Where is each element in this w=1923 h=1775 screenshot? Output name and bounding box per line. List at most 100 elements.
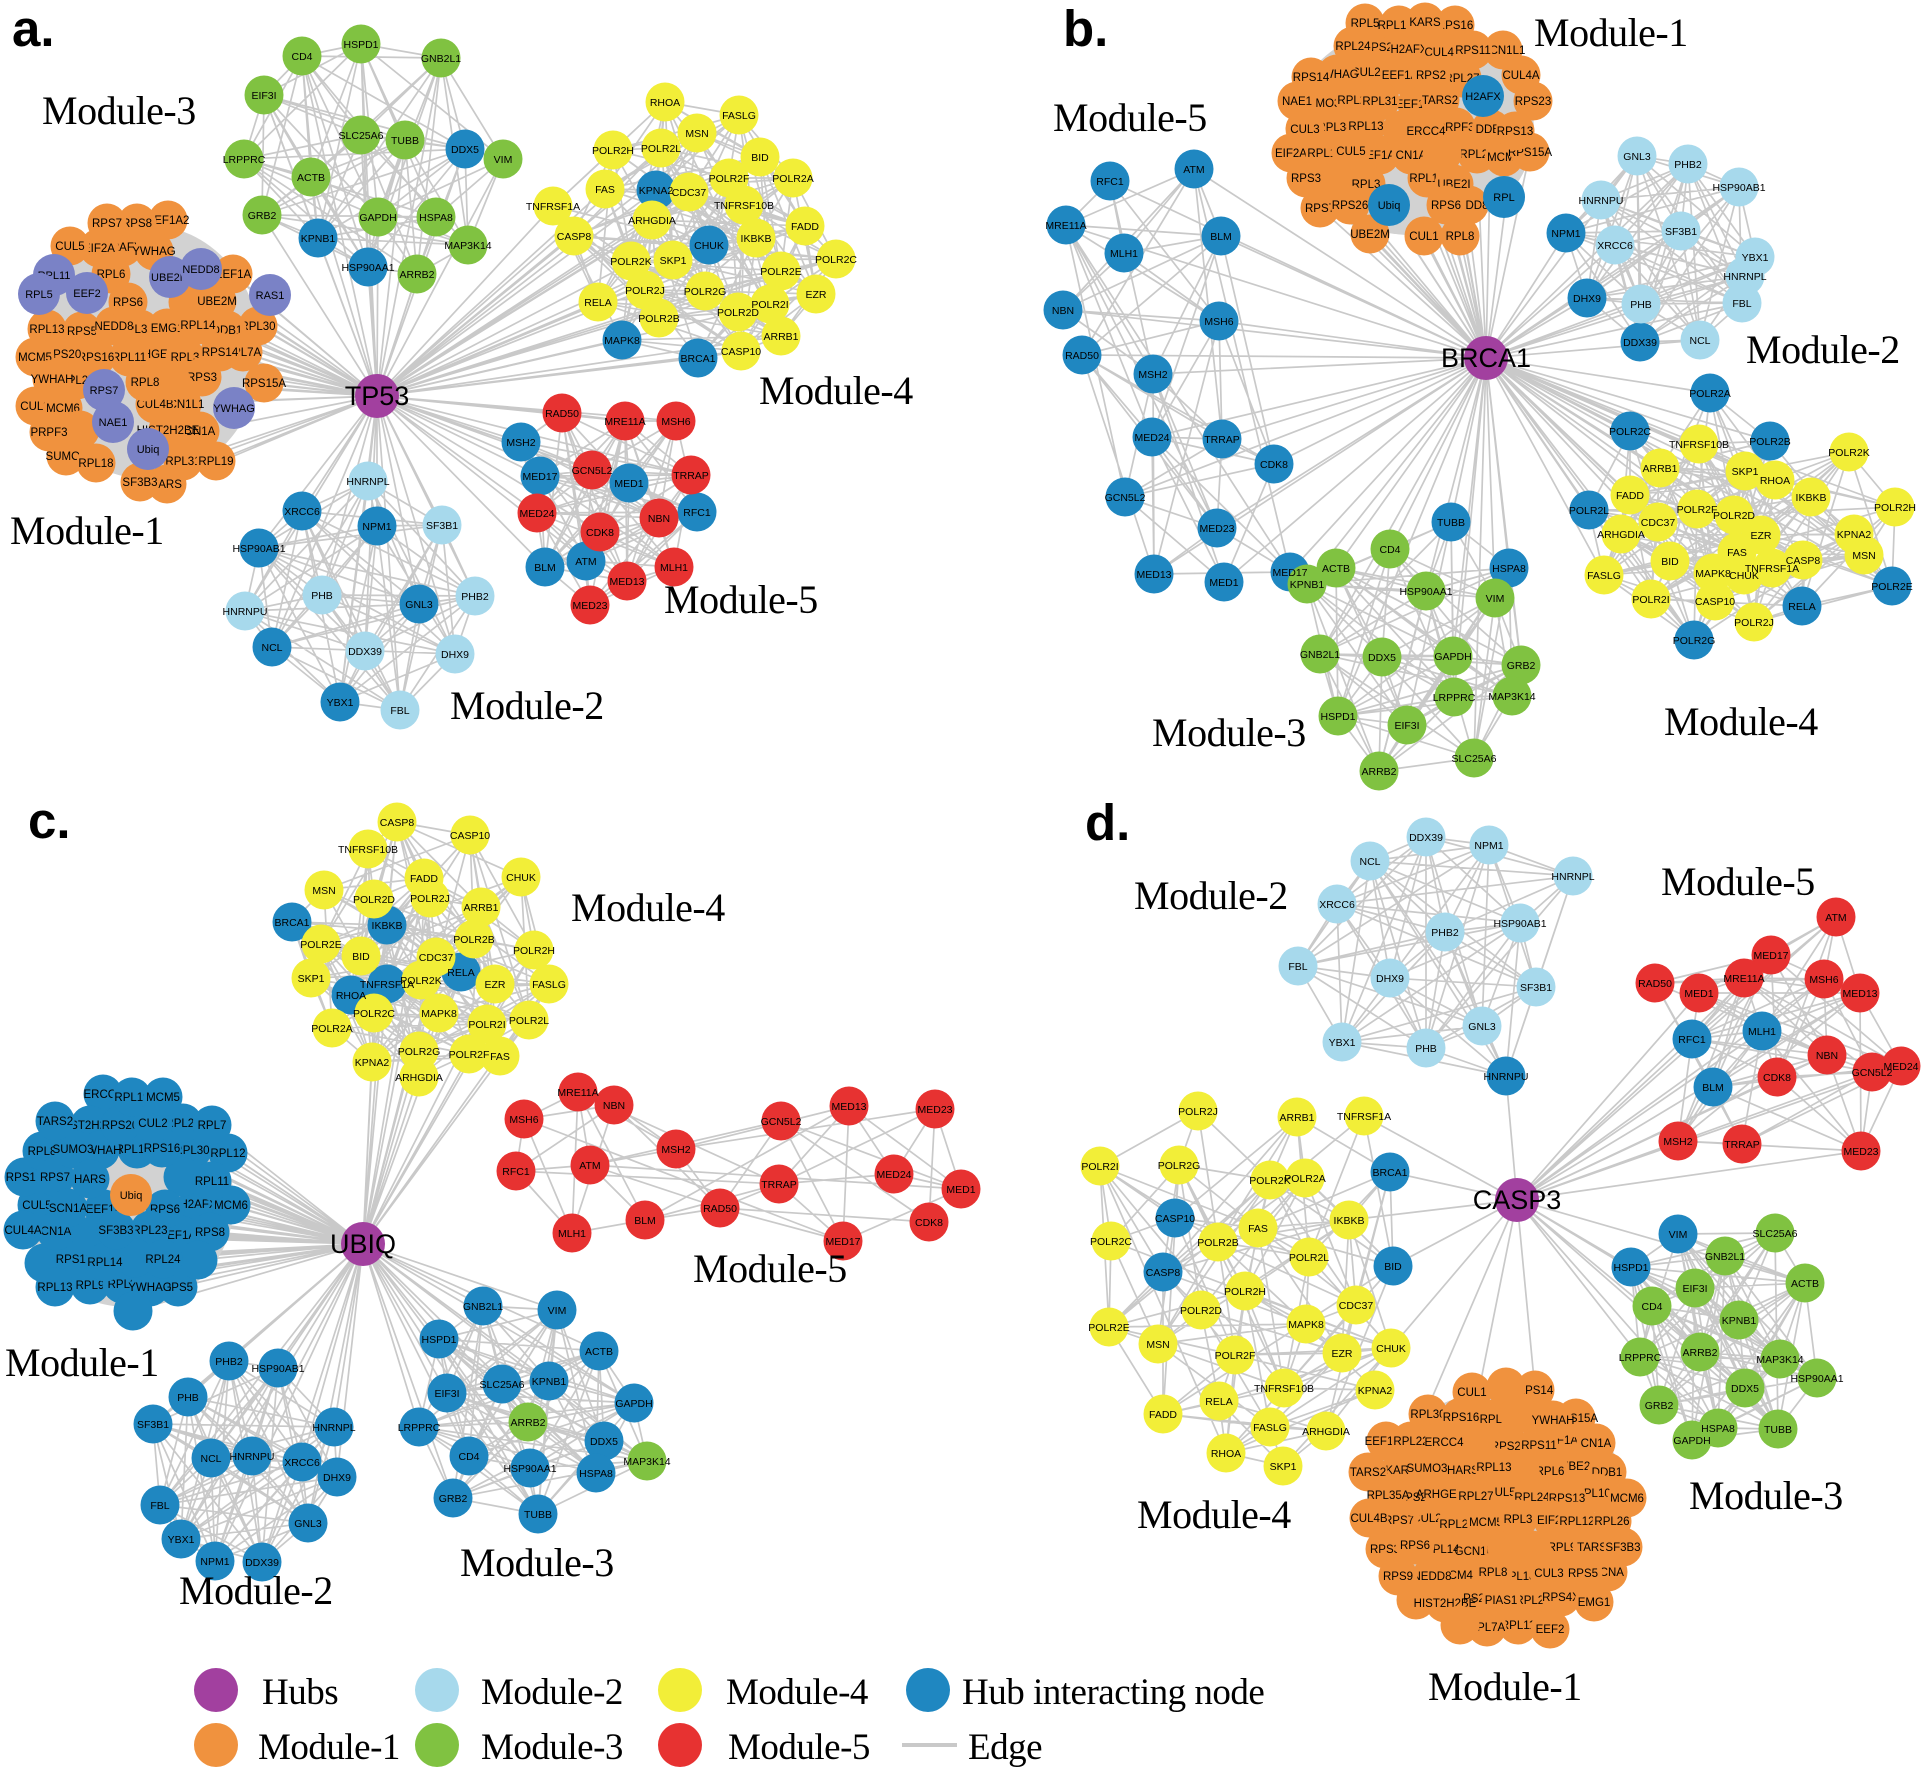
svg-text:POLR2B: POLR2B — [453, 934, 494, 946]
svg-text:GNB2L1: GNB2L1 — [1300, 649, 1340, 661]
svg-text:FAS: FAS — [595, 184, 615, 196]
svg-text:RPS6: RPS6 — [113, 297, 143, 309]
svg-text:POLR2K: POLR2K — [400, 975, 441, 987]
svg-text:LRPPRC: LRPPRC — [1619, 1352, 1662, 1364]
svg-text:TARS2: TARS2 — [37, 1116, 73, 1128]
svg-text:GNL3: GNL3 — [1468, 1021, 1496, 1033]
svg-text:RPL12: RPL12 — [210, 1148, 245, 1160]
svg-text:CUL3: CUL3 — [20, 401, 49, 413]
svg-text:FAS: FAS — [490, 1051, 510, 1063]
svg-text:RPL12: RPL12 — [1559, 1516, 1594, 1528]
svg-text:Module-5: Module-5 — [1053, 95, 1207, 140]
svg-text:RPS23: RPS23 — [1515, 96, 1551, 108]
svg-text:CDK8: CDK8 — [1763, 1072, 1791, 1084]
svg-text:RAD50: RAD50 — [545, 408, 579, 420]
svg-text:CASP10: CASP10 — [450, 830, 490, 842]
svg-text:TUBB: TUBB — [1764, 1424, 1792, 1436]
svg-text:POLR2J: POLR2J — [1734, 617, 1774, 629]
svg-text:PHB2: PHB2 — [1431, 927, 1459, 939]
svg-text:HSPD1: HSPD1 — [421, 1334, 456, 1346]
svg-text:RPS3: RPS3 — [187, 372, 217, 384]
svg-text:CUL2: CUL2 — [1351, 67, 1380, 79]
svg-text:HNRNPL: HNRNPL — [312, 1422, 355, 1434]
svg-text:Module-2: Module-2 — [1746, 327, 1900, 372]
svg-text:RPL30: RPL30 — [1410, 1409, 1445, 1421]
svg-text:MLH1: MLH1 — [660, 562, 688, 574]
svg-text:MED24: MED24 — [519, 508, 554, 520]
svg-text:EZR: EZR — [1751, 530, 1772, 542]
svg-text:POLR2H: POLR2H — [592, 145, 634, 157]
svg-text:BID: BID — [751, 152, 769, 164]
svg-text:BRCA1: BRCA1 — [1441, 343, 1531, 373]
svg-text:FADD: FADD — [1149, 1409, 1177, 1421]
svg-text:SKP1: SKP1 — [1270, 1461, 1297, 1473]
svg-text:TRRAP: TRRAP — [761, 1179, 797, 1191]
svg-text:VIM: VIM — [1669, 1229, 1688, 1241]
svg-text:KPNA2: KPNA2 — [1837, 529, 1872, 541]
svg-text:POLR2G: POLR2G — [684, 286, 727, 298]
svg-text:EEF1A: EEF1A — [1382, 70, 1419, 82]
svg-text:FBL: FBL — [390, 705, 409, 717]
svg-text:CASP8: CASP8 — [380, 817, 415, 829]
svg-text:NAE1: NAE1 — [1282, 96, 1312, 108]
svg-text:CUL4A: CUL4A — [1502, 70, 1539, 82]
svg-text:Module-2: Module-2 — [1134, 873, 1288, 918]
svg-text:MED13: MED13 — [609, 576, 644, 588]
svg-text:RPL11: RPL11 — [112, 352, 146, 364]
svg-text:GNL3: GNL3 — [294, 1518, 322, 1530]
svg-text:NCL: NCL — [1689, 335, 1710, 347]
svg-text:PHB2: PHB2 — [1674, 159, 1702, 171]
svg-text:TNFRSF1A: TNFRSF1A — [1745, 563, 1799, 575]
svg-text:HNRNPL: HNRNPL — [1723, 271, 1766, 283]
svg-text:CUL1: CUL1 — [1409, 231, 1438, 243]
svg-text:CDK8: CDK8 — [1260, 459, 1288, 471]
svg-text:TRRAP: TRRAP — [1204, 434, 1240, 446]
svg-text:CUL2: CUL2 — [138, 1118, 167, 1130]
svg-text:UBE2M: UBE2M — [151, 272, 189, 284]
svg-text:CASP3: CASP3 — [1473, 1185, 1562, 1215]
svg-text:MSH6: MSH6 — [509, 1114, 538, 1126]
svg-text:TARS2: TARS2 — [1422, 95, 1458, 107]
svg-text:GRB2: GRB2 — [1645, 1400, 1674, 1412]
svg-text:HSP90AA1: HSP90AA1 — [1790, 1373, 1843, 1385]
svg-text:RELA: RELA — [447, 967, 474, 979]
svg-text:HSP90AB1: HSP90AB1 — [1493, 918, 1546, 930]
svg-text:PRPF3: PRPF3 — [1437, 122, 1474, 134]
svg-text:MED1: MED1 — [614, 478, 643, 490]
svg-text:RPS5: RPS5 — [1568, 1568, 1598, 1580]
svg-text:Module-1: Module-1 — [10, 508, 164, 553]
svg-text:RPL6: RPL6 — [1536, 1466, 1565, 1478]
svg-text:NCL: NCL — [261, 642, 282, 654]
svg-text:RPL18: RPL18 — [78, 458, 113, 470]
svg-text:CUL4B: CUL4B — [136, 399, 173, 411]
svg-text:FASLG: FASLG — [1253, 1422, 1287, 1434]
svg-text:TNFRSF1A: TNFRSF1A — [526, 201, 580, 213]
svg-text:c.: c. — [28, 792, 71, 849]
svg-text:SF3B1: SF3B1 — [1665, 226, 1697, 238]
svg-text:RPL30: RPL30 — [1317, 122, 1352, 134]
svg-text:MSH2: MSH2 — [1138, 369, 1167, 381]
svg-text:GCN5L2: GCN5L2 — [572, 465, 613, 477]
svg-text:CDC37: CDC37 — [1339, 1300, 1374, 1312]
svg-text:RPS14: RPS14 — [202, 347, 239, 359]
svg-text:LRPPRC: LRPPRC — [223, 154, 266, 166]
svg-text:UBE2M: UBE2M — [1350, 229, 1390, 241]
svg-text:RPL14: RPL14 — [87, 1257, 123, 1269]
svg-text:RPS16: RPS16 — [1443, 1412, 1479, 1424]
svg-text:POLR2C: POLR2C — [1609, 426, 1651, 438]
svg-text:RPS7: RPS7 — [40, 1172, 70, 1184]
svg-text:YWHAH: YWHAH — [31, 374, 74, 386]
svg-text:RAD50: RAD50 — [703, 1203, 737, 1215]
svg-text:CDC37: CDC37 — [1641, 517, 1676, 529]
svg-text:SKP1: SKP1 — [298, 973, 325, 985]
svg-text:RPL7: RPL7 — [198, 1120, 227, 1132]
svg-text:MSN: MSN — [1852, 550, 1875, 562]
svg-text:MCM5: MCM5 — [18, 352, 52, 364]
svg-text:ARRB1: ARRB1 — [1642, 463, 1677, 475]
svg-text:RPL26: RPL26 — [1594, 1516, 1629, 1528]
svg-text:HSP90AB1: HSP90AB1 — [251, 1363, 304, 1375]
svg-text:GNL3: GNL3 — [405, 599, 433, 611]
svg-text:RPL13: RPL13 — [1348, 121, 1383, 133]
svg-text:Module-5: Module-5 — [728, 1727, 870, 1768]
svg-text:MSH6: MSH6 — [1809, 974, 1838, 986]
